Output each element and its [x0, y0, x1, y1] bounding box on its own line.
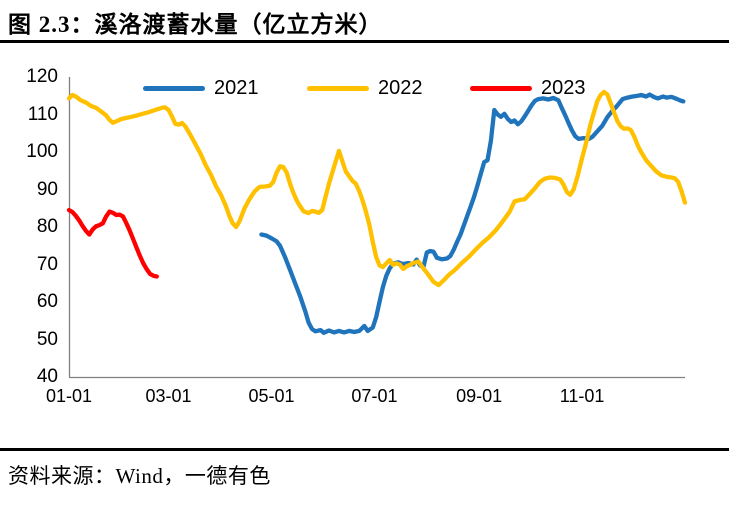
- x-tick-label-05-01: 05-01: [248, 386, 295, 406]
- source-divider-line: [0, 448, 729, 451]
- legend-swatch-2021: [143, 85, 205, 91]
- y-tick-label-40: 40: [36, 366, 58, 387]
- legend-label-2023: 2023: [541, 77, 586, 99]
- legend-item-2022: 2022: [307, 76, 423, 100]
- y-tick-label-80: 80: [36, 216, 58, 237]
- legend-label-2021: 2021: [214, 77, 259, 99]
- y-tick-label-110: 110: [27, 103, 58, 125]
- legend-swatch-2023: [470, 85, 532, 91]
- y-tick-label-70: 70: [36, 253, 58, 275]
- legend-item-2021: 2021: [143, 76, 259, 100]
- x-tick-label-09-01: 09-01: [456, 386, 503, 406]
- y-tick-label-60: 60: [36, 291, 58, 312]
- axis-lines: [68, 77, 685, 379]
- source-note: 资料来源：Wind，一德有色: [8, 464, 271, 488]
- x-tick-label-01-01: 01-01: [45, 386, 93, 406]
- x-tick-label-03-01: 03-01: [145, 386, 192, 406]
- series-line-2022: [66, 89, 688, 288]
- y-tick-label-50: 50: [36, 328, 58, 350]
- title-divider-line: [0, 40, 729, 43]
- y-tick-label-120: 120: [26, 66, 58, 87]
- y-tick-label-100: 100: [26, 141, 58, 162]
- series-line-2021: [259, 92, 686, 335]
- chart-legend: 2021 2022 2023: [0, 76, 729, 100]
- legend-label-2022: 2022: [378, 77, 423, 99]
- chart-title: 图 2.3：溪洛渡蓄水量（亿立方米）: [8, 12, 383, 37]
- x-tick-label-07-01: 07-01: [351, 386, 398, 406]
- series-line-2023: [66, 207, 159, 279]
- legend-item-2023: 2023: [470, 76, 586, 100]
- x-tick-label-11-01: 11-01: [559, 386, 605, 406]
- y-tick-label-90: 90: [36, 178, 58, 200]
- legend-swatch-2022: [307, 85, 369, 91]
